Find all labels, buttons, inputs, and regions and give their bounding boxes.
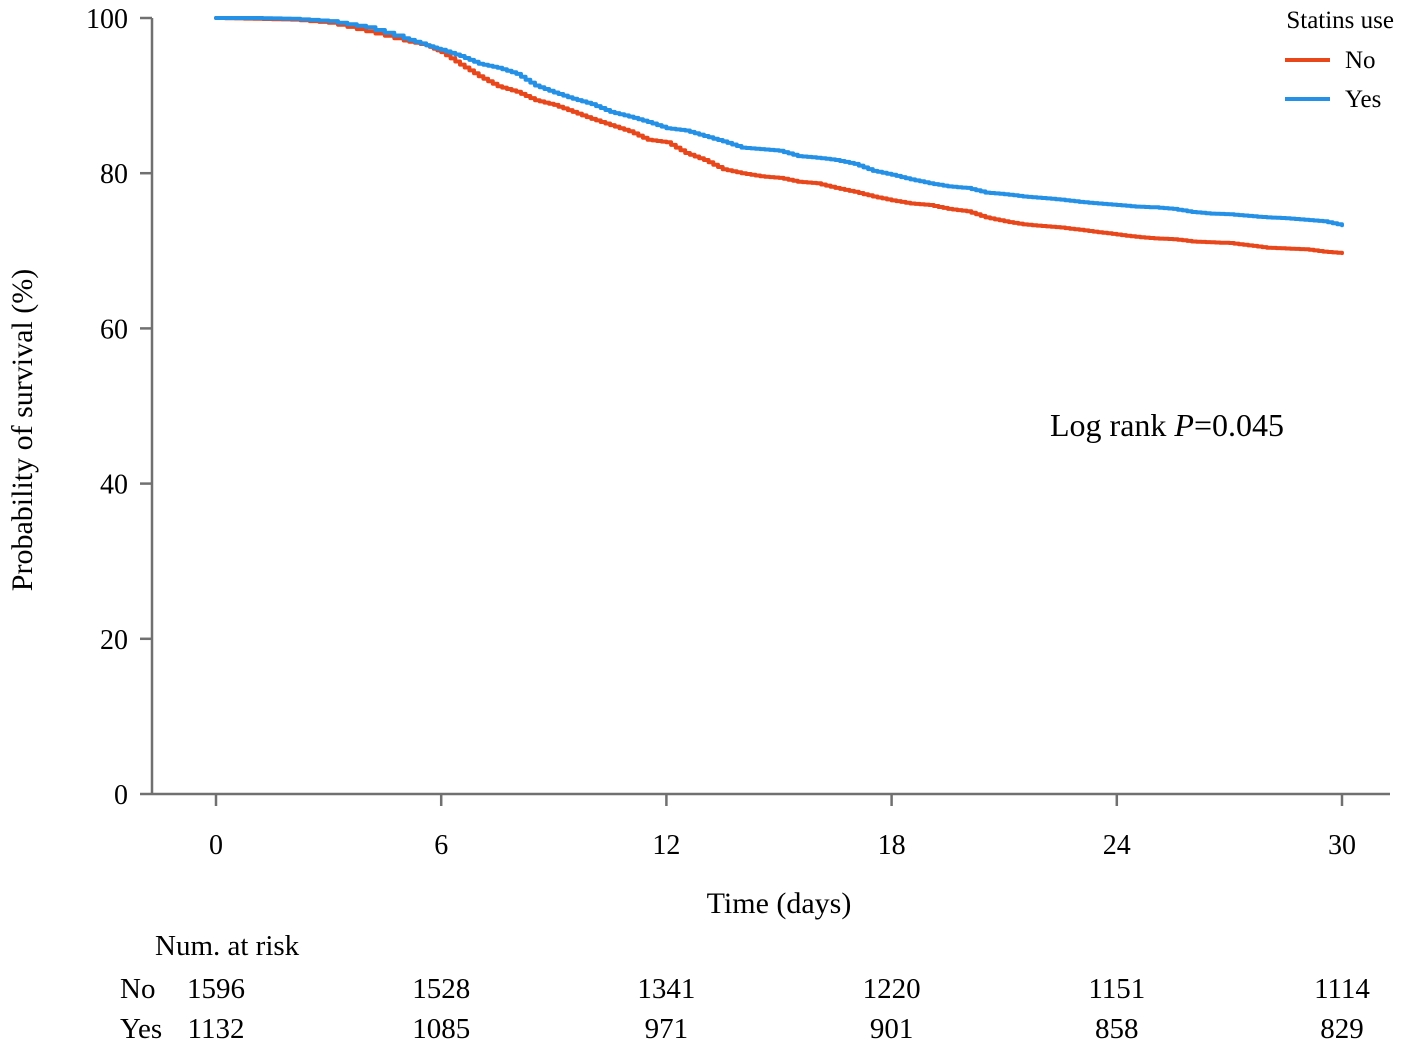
y-tick-label-80: 80 [100,159,128,190]
risk-value-no-12: 1341 [637,973,695,1005]
x-tick-label-6: 6 [434,830,448,861]
risk-value-yes-6: 1085 [412,1013,470,1045]
x-tick-label-12: 12 [652,830,680,861]
risk-value-no-6: 1528 [412,973,470,1005]
risk-value-yes-24: 858 [1095,1013,1139,1045]
curve-yes [214,16,1344,228]
legend-title: Statins use [1286,7,1394,34]
y-tick-label-0: 0 [114,780,128,811]
risk-values: 1596 1528 1341 1220 1151 1114 1132 1085 971 901 85… [187,973,1370,1045]
risk-value-yes-18: 901 [870,1013,914,1045]
x-tick-label-30: 30 [1328,830,1356,861]
risk-value-yes-0: 1132 [188,1013,245,1045]
x-tick-label-18: 18 [878,830,906,861]
annotation-value: =0.045 [1194,407,1284,443]
risk-value-yes-30: 829 [1320,1013,1364,1045]
log-rank-annotation: Log rank P=0.045 [1050,407,1284,443]
risk-value-no-30: 1114 [1314,973,1370,1005]
x-axis-title: Time (days) [707,887,852,920]
x-tick-label-0: 0 [209,830,223,861]
risk-value-no-18: 1220 [863,973,921,1005]
x-ticks: 0 6 12 18 24 30 [209,794,1356,861]
legend: Statins use No Yes [1285,7,1394,113]
survival-curves [214,16,1344,256]
risk-row-label-no: No [120,973,155,1005]
risk-table: Num. at risk No Yes 1596 1528 1341 1220 1151… [120,930,1370,1045]
risk-value-no-24: 1151 [1088,973,1145,1005]
risk-value-yes-12: 971 [645,1013,689,1045]
annotation-prefix: Log rank [1050,407,1174,443]
y-axis-title: Probability of survival (%) [6,269,39,591]
legend-label-yes: Yes [1345,86,1381,113]
y-tick-label-60: 60 [100,314,128,345]
risk-table-title: Num. at risk [155,930,300,962]
x-tick-label-24: 24 [1103,830,1131,861]
risk-row-label-yes: Yes [120,1013,162,1045]
y-tick-label-100: 100 [86,4,128,35]
y-tick-label-20: 20 [100,625,128,656]
annotation-p: P [1173,407,1194,443]
y-ticks: 0 20 40 60 80 100 [86,4,152,811]
risk-value-no-0: 1596 [187,973,245,1005]
axes [150,18,1390,796]
y-tick-label-40: 40 [100,470,128,501]
legend-label-no: No [1345,47,1376,74]
curve-no [214,16,1344,256]
